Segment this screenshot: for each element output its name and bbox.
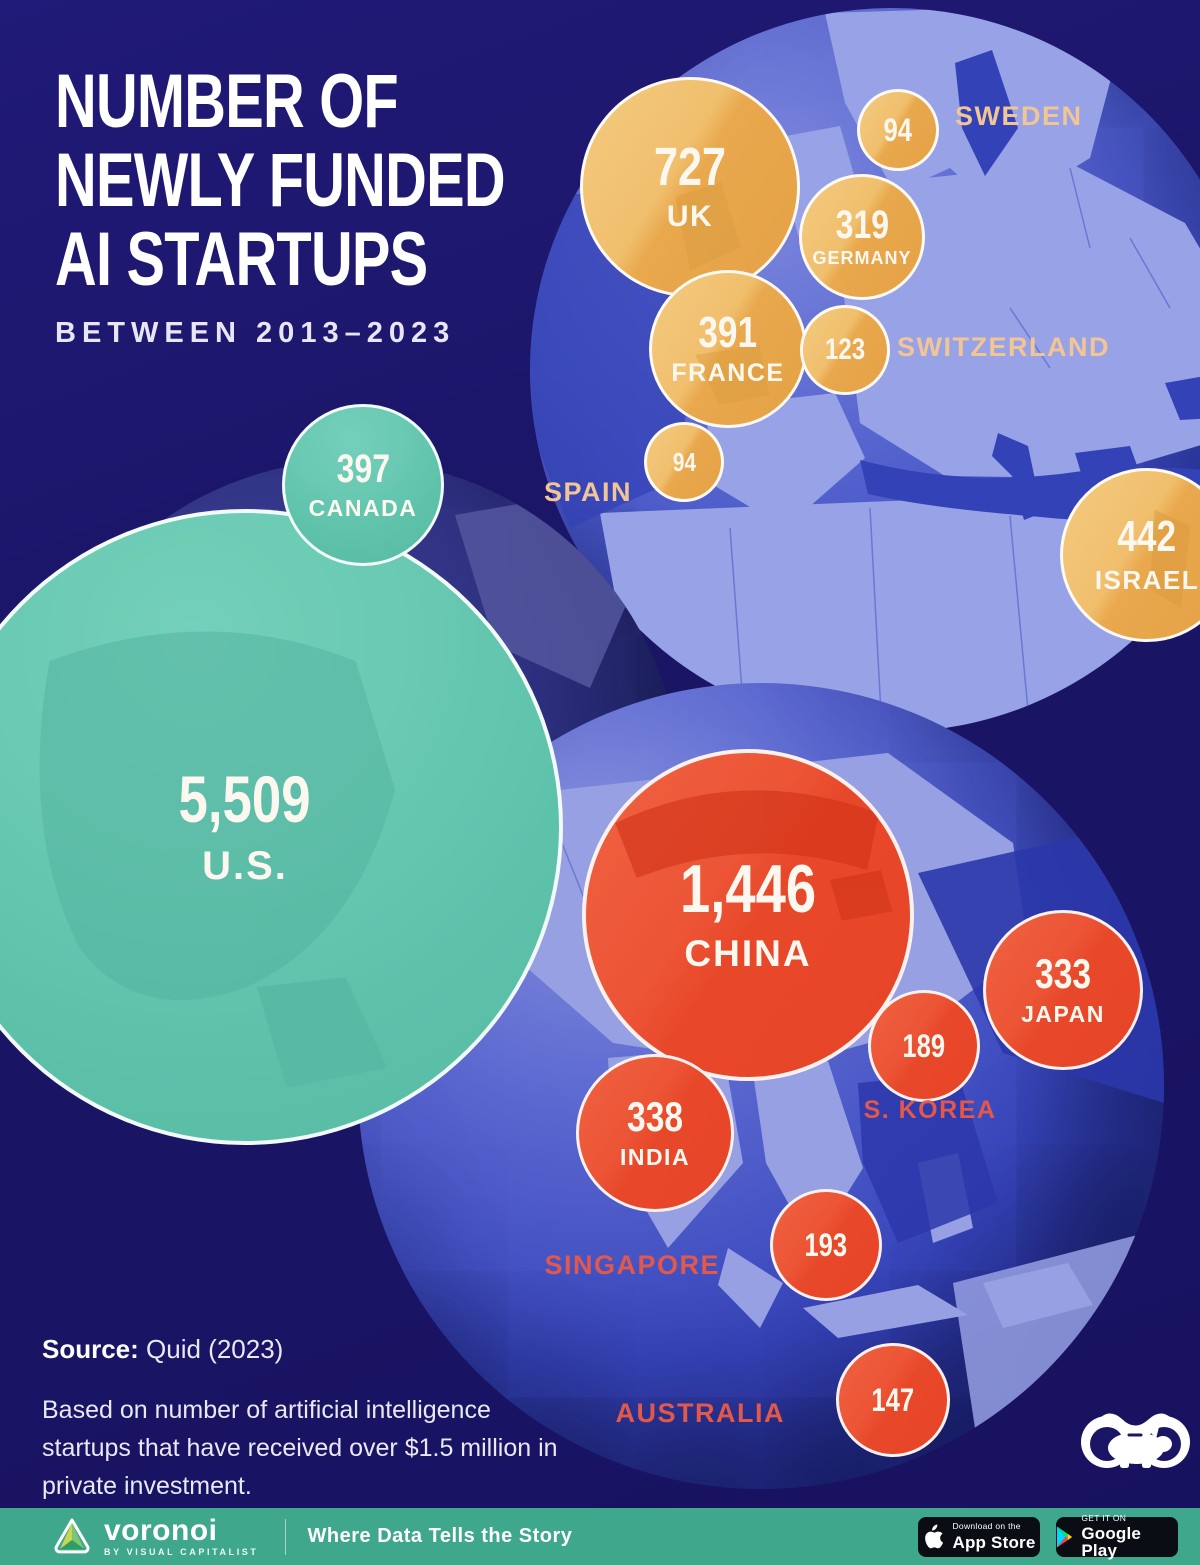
google-play-badge-text: GET IT ON Google Play [1081, 1514, 1178, 1560]
bubble-china: 1,446 CHINA [582, 749, 914, 1081]
google-play-line2: Google Play [1081, 1524, 1142, 1561]
bubble-israel-label: ISRAEL [1094, 564, 1200, 595]
label-singapore: SINGAPORE [544, 1250, 720, 1280]
bubble-china-value: 1,446 [679, 851, 817, 927]
france-map-silhouette [695, 345, 770, 405]
bubble-france-value: 391 [698, 307, 758, 357]
app-store-badge[interactable]: Download on the App Store [918, 1516, 1040, 1557]
title-line-2: NEWLY FUNDED [55, 138, 506, 223]
voronoi-wordmark: voronoi BY VISUAL CAPITALIST [104, 1513, 259, 1557]
bubble-australia-value: 147 [871, 1382, 915, 1418]
bubble-singapore-value: 193 [804, 1227, 848, 1263]
bubble-israel: 442 ISRAEL [1060, 468, 1200, 642]
google-play-icon [1056, 1525, 1073, 1548]
source-value: Quid (2023) [138, 1334, 284, 1364]
bubble-japan-label: JAPAN [1021, 1000, 1105, 1027]
bubble-uk-value: 727 [653, 137, 727, 197]
bubble-uk-label: UK [666, 200, 714, 233]
bubble-sweden-value: 94 [883, 112, 913, 148]
bubble-china-label: CHINA [684, 933, 812, 974]
app-store-badge-text: Download on the App Store [952, 1522, 1035, 1551]
bubble-spain: 94 [644, 422, 724, 502]
footer-tagline: Where Data Tells the Story [307, 1525, 573, 1547]
label-australia: AUSTRALIA [615, 1398, 785, 1428]
bubble-india-label: INDIA [619, 1143, 691, 1170]
bubble-switzerland-value: 123 [824, 333, 866, 366]
label-skorea: S. KOREA [863, 1096, 997, 1124]
title-subtitle: BETWEEN 2013–2023 [55, 317, 456, 349]
bubble-us-label: U.S. [202, 843, 288, 888]
bubble-canada-value: 397 [336, 446, 390, 491]
bubble-skorea: 189 [868, 990, 980, 1102]
label-sweden: SWEDEN [955, 101, 1083, 131]
bubble-germany-value: 319 [835, 203, 889, 247]
bubble-us-value: 5,509 [178, 761, 312, 836]
bubble-spain-value: 94 [672, 447, 696, 477]
bubble-canada-label: CANADA [308, 494, 418, 521]
source-label: Source: [42, 1334, 139, 1364]
bubble-switzerland: 123 [800, 305, 890, 395]
app-store-line2: App Store [952, 1532, 1036, 1552]
bubble-germany-label: GERMANY [812, 248, 912, 268]
bubble-us: 5,509 U.S. [0, 509, 563, 1145]
us-map-silhouette [39, 631, 396, 1088]
bubble-canada: 397 CANADA [282, 404, 444, 566]
source-note: Based on number of artificial intelligen… [42, 1396, 558, 1500]
title-line-3: AI STARTUPS [55, 217, 428, 302]
uk-map-silhouette [675, 182, 741, 271]
voronoi-logo-icon [54, 1518, 90, 1553]
store-badges: Download on the App Store GET IT ON Goog… [918, 1514, 1178, 1560]
bubble-australia: 147 [836, 1343, 950, 1457]
bubble-japan-value: 333 [1034, 949, 1092, 997]
brand-name: voronoi [104, 1513, 218, 1547]
bubble-france: 391 FRANCE [649, 270, 807, 428]
title-line-1: NUMBER OF [55, 59, 399, 144]
bubble-singapore: 193 [770, 1189, 882, 1301]
binoculars-piggy-logo-icon [1075, 1398, 1197, 1475]
bubble-india-value: 338 [626, 1092, 684, 1140]
bubble-japan: 333 JAPAN [983, 910, 1143, 1070]
bubble-france-label: FRANCE [671, 358, 785, 387]
apple-icon [925, 1523, 944, 1548]
google-play-line1: GET IT ON [1081, 1512, 1127, 1523]
title-block: NUMBER OF NEWLY FUNDED AI STARTUPS BETWE… [55, 62, 647, 350]
google-play-badge[interactable]: GET IT ON Google Play [1056, 1514, 1178, 1560]
brand-byline: BY VISUAL CAPITALIST [104, 1546, 259, 1557]
bubble-india: 338 INDIA [576, 1054, 734, 1212]
footer-divider [284, 1518, 286, 1555]
label-spain: SPAIN [543, 477, 632, 507]
voronoi-brand: voronoi BY VISUAL CAPITALIST [52, 1513, 259, 1557]
bubble-skorea-value: 189 [902, 1028, 946, 1064]
source-line: Source: Quid (2023) [42, 1334, 562, 1365]
source-block: Source: Quid (2023) Based on number of a… [42, 1334, 562, 1505]
israel-map-silhouette [1149, 509, 1191, 609]
bubble-sweden: 94 [857, 89, 939, 171]
label-switzerland: SWITZERLAND [897, 332, 1110, 362]
bubble-uk: 727 UK [580, 77, 800, 297]
bubble-germany: 319 GERMANY [799, 174, 925, 300]
china-map-silhouette [615, 790, 893, 921]
footer-bar: voronoi BY VISUAL CAPITALIST Where Data … [0, 1508, 1200, 1565]
bubble-israel-value: 442 [1117, 511, 1177, 561]
app-store-line1: Download on the [952, 1521, 1021, 1532]
